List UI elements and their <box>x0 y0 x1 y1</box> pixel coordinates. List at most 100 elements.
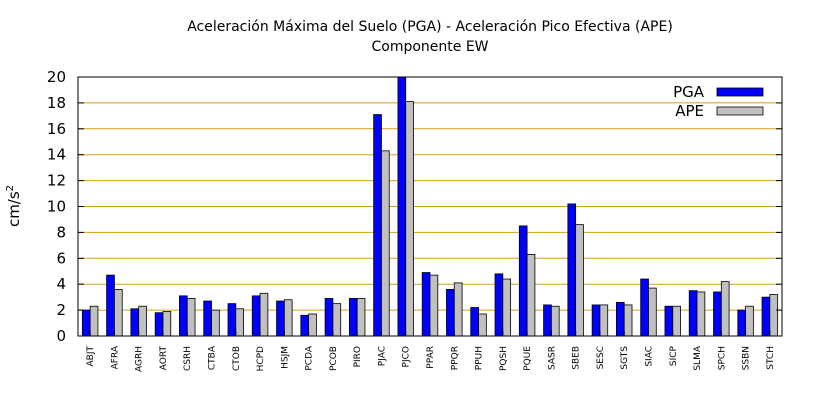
x-tick-label: PJAC <box>377 346 387 366</box>
bar-ape-pcda <box>309 314 317 336</box>
bar-pga-piro <box>349 298 357 336</box>
y-tick-label: 8 <box>56 223 66 241</box>
bar-pga-siac <box>641 279 649 336</box>
bar-pga-hsjm <box>277 301 285 336</box>
x-tick-label: PQSH <box>499 346 509 371</box>
bar-pga-slma <box>689 291 697 336</box>
bar-ape-sasr <box>551 306 559 336</box>
bar-ape-pque <box>527 254 535 336</box>
bar-ape-pcob <box>333 304 341 336</box>
bar-pga-ppqr <box>446 289 454 336</box>
bar-ape-piro <box>357 298 365 336</box>
x-tick-label: AFRA <box>110 345 120 369</box>
x-tick-label: PQUE <box>523 346 533 371</box>
bar-ape-sbeb <box>576 225 584 336</box>
chart-subtitle: Componente EW <box>371 39 488 55</box>
x-tick-label: SLMA <box>693 345 703 370</box>
bar-ape-ssbn <box>746 306 754 336</box>
bar-pga-ctob <box>228 304 236 336</box>
legend-swatch-pga <box>717 88 763 96</box>
bar-ape-aort <box>163 311 171 336</box>
bar-ape-siac <box>648 288 656 336</box>
bar-pga-pcda <box>301 315 309 336</box>
bar-ape-hsjm <box>284 300 292 336</box>
bar-ape-ppuh <box>479 314 487 336</box>
y-tick-label: 0 <box>56 327 66 345</box>
bar-ape-csrh <box>187 298 195 336</box>
bar-ape-sgts <box>624 305 632 336</box>
y-tick-label: 20 <box>47 68 66 86</box>
y-tick-label: 4 <box>56 275 66 293</box>
bar-ape-sesc <box>600 305 608 336</box>
bar-pga-stch <box>762 297 770 336</box>
bar-pga-spch <box>714 292 722 336</box>
x-tick-label: PCDA <box>305 345 315 370</box>
x-tick-label: SGTS <box>620 346 630 370</box>
x-axis: ABJT AFRA AGRH AORT CSRH CTBA CTOB HCPD HSJM PCDA… <box>86 331 776 372</box>
y-tick-label: 6 <box>56 249 66 267</box>
bar-ape-ctba <box>212 310 220 336</box>
y-tick-label: 10 <box>47 198 66 216</box>
x-tick-label: PIRO <box>353 346 363 367</box>
x-tick-label: CTBA <box>208 345 218 370</box>
bar-pga-pque <box>519 226 527 336</box>
y-tick-label: 14 <box>47 146 66 164</box>
bar-pga-hcpd <box>252 296 260 336</box>
x-tick-label: PPUH <box>475 346 485 370</box>
x-tick-label: AORT <box>159 346 169 371</box>
x-tick-label: SESC <box>596 346 606 369</box>
x-tick-label: SIAC <box>644 346 654 367</box>
legend-swatch-ape <box>717 107 763 115</box>
x-tick-label: PPQR <box>450 346 460 370</box>
bar-pga-sesc <box>592 305 600 336</box>
bar-ape-pjco <box>406 102 414 336</box>
y-axis-label: cm/s2 <box>5 185 23 227</box>
bar-pga-ssbn <box>738 310 746 336</box>
bar-ape-stch <box>770 295 778 336</box>
bar-pga-sasr <box>544 305 552 336</box>
x-tick-label: HCPD <box>256 346 266 371</box>
bar-ape-pqsh <box>503 279 511 336</box>
bar-ape-spch <box>721 282 729 336</box>
legend-label-pga: PGA <box>673 83 705 101</box>
bar-ape-afra <box>114 289 122 336</box>
y-axis-label-text: cm/s <box>5 191 23 227</box>
bar-chart: Aceleración Máxima del Suelo (PGA) - Ace… <box>0 0 820 400</box>
bar-pga-csrh <box>179 296 187 336</box>
bar-pga-sbeb <box>568 204 576 336</box>
x-tick-label: SPCH <box>717 346 727 370</box>
bar-pga-ppuh <box>471 308 479 336</box>
x-tick-label: SBEB <box>572 346 582 370</box>
bar-ape-hcpd <box>260 293 268 336</box>
bar-pga-agrh <box>131 309 139 336</box>
x-tick-label: PCOB <box>329 346 339 371</box>
x-tick-label: STCH <box>766 346 776 370</box>
y-axis-label-superscript: 2 <box>5 185 16 191</box>
bar-ape-agrh <box>139 306 147 336</box>
x-tick-label: CTOB <box>232 346 242 371</box>
bar-ape-ppar <box>430 275 438 336</box>
bar-ape-ppqr <box>454 283 462 336</box>
bar-pga-pcob <box>325 298 333 336</box>
x-tick-label: SICP <box>669 345 679 366</box>
bar-pga-ctba <box>204 301 212 336</box>
y-tick-label: 12 <box>47 172 66 190</box>
bar-ape-abjt <box>90 306 98 336</box>
chart-title: Aceleración Máxima del Suelo (PGA) - Ace… <box>187 19 673 35</box>
bar-ape-slma <box>697 292 705 336</box>
bar-pga-pqsh <box>495 274 503 336</box>
bar-pga-afra <box>107 275 115 336</box>
x-tick-label: AGRH <box>135 346 145 372</box>
y-tick-label: 16 <box>47 120 66 138</box>
x-tick-label: ABJT <box>86 345 96 366</box>
x-tick-label: CSRH <box>183 346 193 371</box>
y-tick-label: 2 <box>56 301 66 319</box>
bar-pga-pjac <box>374 115 382 336</box>
bar-ape-sicp <box>673 306 681 336</box>
bar-pga-sgts <box>616 302 624 336</box>
x-tick-label: HSJM <box>280 346 290 369</box>
x-tick-label: PPAR <box>426 346 436 369</box>
bar-pga-abjt <box>82 310 90 336</box>
bar-pga-pjco <box>398 77 406 336</box>
